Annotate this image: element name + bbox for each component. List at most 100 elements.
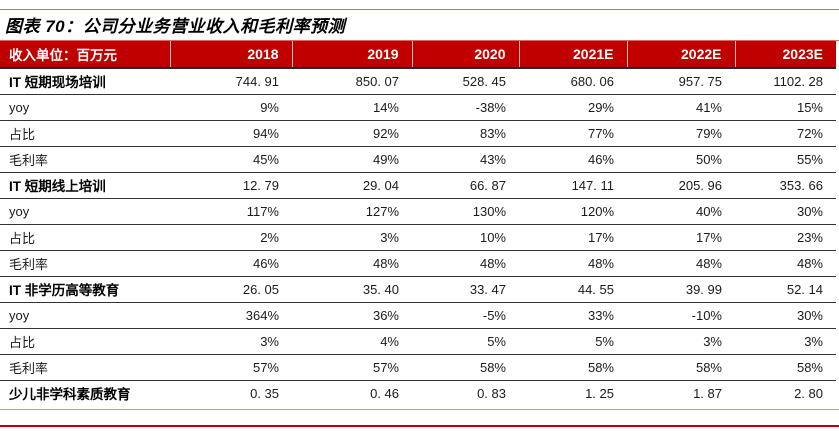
- value-cell: 50%: [695, 151, 722, 167]
- value-cell: 57%: [372, 359, 399, 375]
- value-cell: 48%: [796, 255, 823, 271]
- value-cell: 79%: [695, 125, 722, 141]
- value-cell: 14%: [372, 99, 399, 115]
- row-label: 毛利率: [9, 360, 49, 376]
- value-cell: 0. 46: [370, 385, 399, 401]
- value-cell: 30%: [796, 307, 823, 323]
- value-cell: 353. 66: [779, 177, 823, 193]
- metric-row: 占比 94% 92% 83% 77% 79% 72%: [0, 120, 836, 146]
- value-cell: 35. 40: [362, 281, 399, 297]
- year-header-cell: 2019: [291, 41, 412, 69]
- value-cell: 29%: [587, 99, 614, 115]
- row-label: IT 短期现场培训: [9, 75, 106, 91]
- value-cell: 5%: [595, 333, 614, 349]
- table-body: IT 短期现场培训 744. 91 850. 07 528. 45 680. 06 957…: [0, 68, 836, 406]
- year-header-cell: 2022E: [626, 41, 735, 69]
- value-cell: 12. 79: [242, 177, 279, 193]
- value-cell: 3%: [703, 333, 722, 349]
- value-cell: 1. 25: [585, 385, 614, 401]
- value-cell: 0. 83: [477, 385, 506, 401]
- metric-row: 占比 2% 3% 10% 17% 17% 23%: [0, 224, 836, 250]
- value-cell: 4%: [380, 333, 399, 349]
- value-cell: 17%: [587, 229, 614, 245]
- value-cell: 48%: [695, 255, 722, 271]
- unit-header-cell: 收入单位：百万元: [0, 41, 170, 69]
- value-cell: 77%: [587, 125, 614, 141]
- metric-row: 毛利率 45% 49% 43% 46% 50% 55%: [0, 146, 836, 172]
- value-cell: 92%: [372, 125, 399, 141]
- metric-row: yoy 9% 14% -38% 29% 41% 15%: [0, 94, 836, 120]
- value-cell: 48%: [479, 255, 506, 271]
- value-cell: 94%: [252, 125, 279, 141]
- value-cell: 1102. 28: [773, 73, 823, 89]
- value-cell: 57%: [252, 359, 279, 375]
- year-header-cell: 2021E: [518, 41, 627, 69]
- value-cell: 29. 04: [362, 177, 399, 193]
- row-label: IT 非学历高等教育: [9, 283, 120, 298]
- value-cell: 46%: [587, 151, 614, 167]
- value-cell: 52. 14: [786, 281, 823, 297]
- value-cell: 147. 11: [571, 177, 614, 193]
- row-label: 占比: [9, 126, 36, 142]
- value-cell: 15%: [796, 99, 823, 115]
- metric-row: 毛利率 46% 48% 48% 48% 48% 48%: [0, 250, 836, 276]
- metric-row: yoy 117% 127% 130% 120% 40% 30%: [0, 198, 836, 224]
- value-cell: 40%: [695, 203, 722, 219]
- year-header-cell: 2020: [411, 41, 519, 69]
- row-label: 占比: [9, 334, 36, 350]
- value-cell: 957. 75: [678, 73, 722, 89]
- header-row: 收入单位：百万元 2018 2019 2020 2021E 2022E 2023E: [0, 41, 836, 69]
- value-cell: 49%: [372, 151, 399, 167]
- value-cell: 117%: [246, 203, 279, 219]
- value-cell: 2. 80: [794, 385, 823, 401]
- section-row: IT 短期线上培训 12. 79 29. 04 66. 87 147. 11 205. 9…: [0, 172, 836, 198]
- value-cell: -38%: [475, 99, 506, 115]
- value-cell: 55%: [796, 151, 823, 167]
- value-cell: 41%: [695, 99, 722, 115]
- metric-row: 毛利率 57% 57% 58% 58% 58% 58%: [0, 354, 836, 380]
- value-cell: 10%: [479, 229, 506, 245]
- value-cell: 30%: [796, 203, 823, 219]
- value-cell: 205. 96: [678, 177, 722, 193]
- value-cell: 26. 05: [242, 281, 279, 297]
- value-cell: 3%: [380, 229, 399, 245]
- value-cell: -10%: [691, 307, 722, 323]
- value-cell: -5%: [482, 307, 506, 323]
- value-cell: 528. 45: [462, 73, 506, 89]
- revenue-forecast-table: 收入单位：百万元 2018 2019 2020 2021E 2022E 2023E IT 短…: [0, 41, 836, 406]
- section-row: IT 短期现场培训 744. 91 850. 07 528. 45 680. 06 957…: [0, 68, 836, 94]
- value-cell: 23%: [796, 229, 823, 245]
- value-cell: 48%: [587, 255, 614, 271]
- row-label: 毛利率: [9, 152, 49, 168]
- value-cell: 58%: [479, 359, 506, 375]
- value-cell: 850. 07: [355, 73, 399, 89]
- section-row: IT 非学历高等教育 26. 05 35. 40 33. 47 44. 55 39. 99…: [0, 276, 836, 302]
- value-cell: 9%: [260, 99, 279, 115]
- value-cell: 127%: [365, 203, 399, 219]
- value-cell: 36%: [372, 307, 399, 323]
- value-cell: 58%: [587, 359, 614, 375]
- value-cell: 39. 99: [685, 281, 722, 297]
- row-label: 毛利率: [9, 256, 49, 272]
- value-cell: 66. 87: [469, 177, 506, 193]
- value-cell: 3%: [260, 333, 279, 349]
- value-cell: 120%: [580, 203, 614, 219]
- value-cell: 680. 06: [570, 73, 614, 89]
- row-label: IT 短期线上培训: [9, 179, 106, 194]
- row-label: 少儿非学科素质教育: [9, 387, 131, 403]
- value-cell: 3%: [804, 333, 823, 349]
- top-divider-line: [0, 9, 839, 10]
- value-cell: 46%: [252, 255, 279, 271]
- page-bottom-divider-line: [0, 425, 839, 427]
- value-cell: 744. 91: [235, 73, 279, 89]
- row-label: 占比: [9, 230, 36, 246]
- metric-row: 占比 3% 4% 5% 5% 3% 3%: [0, 328, 836, 354]
- value-cell: 17%: [695, 229, 722, 245]
- row-label: yoy: [9, 99, 30, 115]
- year-header-cell: 2023E: [734, 41, 836, 69]
- value-cell: 44. 55: [577, 281, 614, 297]
- value-cell: 5%: [487, 333, 506, 349]
- value-cell: 58%: [796, 359, 823, 375]
- value-cell: 45%: [252, 151, 279, 167]
- row-label: yoy: [9, 203, 30, 219]
